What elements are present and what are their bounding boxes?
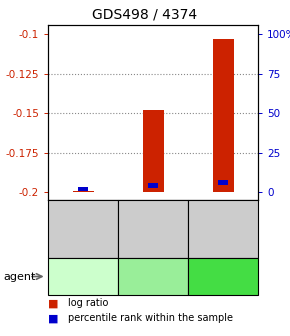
Text: agent: agent: [3, 271, 35, 282]
Text: GSM8754: GSM8754: [148, 206, 158, 252]
Text: ■: ■: [48, 313, 59, 324]
Text: IFNg: IFNg: [70, 271, 96, 282]
Bar: [218, 180, 228, 185]
Bar: [142, 110, 164, 192]
Text: ■: ■: [48, 298, 59, 308]
Text: GSM8749: GSM8749: [78, 206, 88, 252]
Text: percentile rank within the sample: percentile rank within the sample: [68, 313, 233, 324]
Bar: [78, 186, 88, 191]
Text: log ratio: log ratio: [68, 298, 109, 308]
Bar: [72, 191, 93, 192]
Text: IL4: IL4: [215, 271, 231, 282]
Text: GDS498 / 4374: GDS498 / 4374: [93, 8, 197, 22]
Text: GSM8759: GSM8759: [218, 206, 228, 252]
Bar: [148, 183, 158, 188]
Text: TNFa: TNFa: [139, 271, 167, 282]
Bar: [213, 39, 233, 192]
